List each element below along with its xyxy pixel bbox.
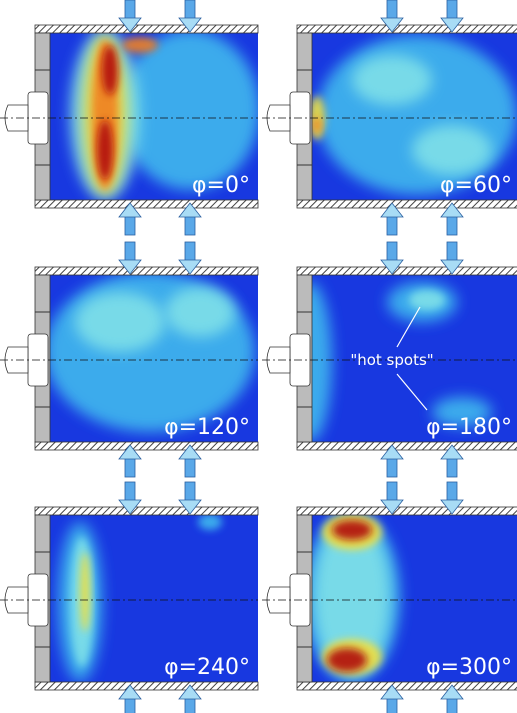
panel: φ=0°: [0, 0, 260, 235]
blob: [198, 514, 222, 530]
blob: [409, 290, 445, 310]
blob: [317, 35, 517, 195]
panel: φ=60°: [262, 0, 517, 235]
intensity-map: [304, 512, 400, 682]
panel-label: φ=120°: [164, 415, 250, 440]
panel: φ=120°: [0, 242, 258, 477]
blob: [165, 287, 235, 337]
panel: φ=300°: [262, 482, 517, 713]
blob: [80, 552, 90, 632]
panel: φ=240°: [0, 482, 258, 713]
blob: [120, 30, 260, 190]
blob: [327, 648, 367, 672]
panel-label: φ=240°: [164, 655, 250, 680]
panel-label: φ=60°: [440, 173, 512, 198]
figure: φ=0° φ=60° φ=120° φ=180° "hot spots" φ=240° φ=…: [0, 0, 517, 713]
blob: [332, 520, 372, 540]
panel-label: φ=300°: [426, 655, 512, 680]
blob: [75, 292, 165, 352]
intensity-map: [45, 272, 255, 432]
blob: [97, 120, 113, 180]
blob: [102, 45, 118, 95]
blob: [412, 125, 492, 175]
panel-label: φ=0°: [192, 173, 250, 198]
blob: [313, 117, 321, 133]
panel: φ=180° "hot spots": [262, 242, 517, 477]
annotation: "hot spots": [350, 351, 433, 369]
panel-label: φ=180°: [426, 415, 512, 440]
blob: [122, 37, 158, 53]
blob: [352, 55, 432, 105]
